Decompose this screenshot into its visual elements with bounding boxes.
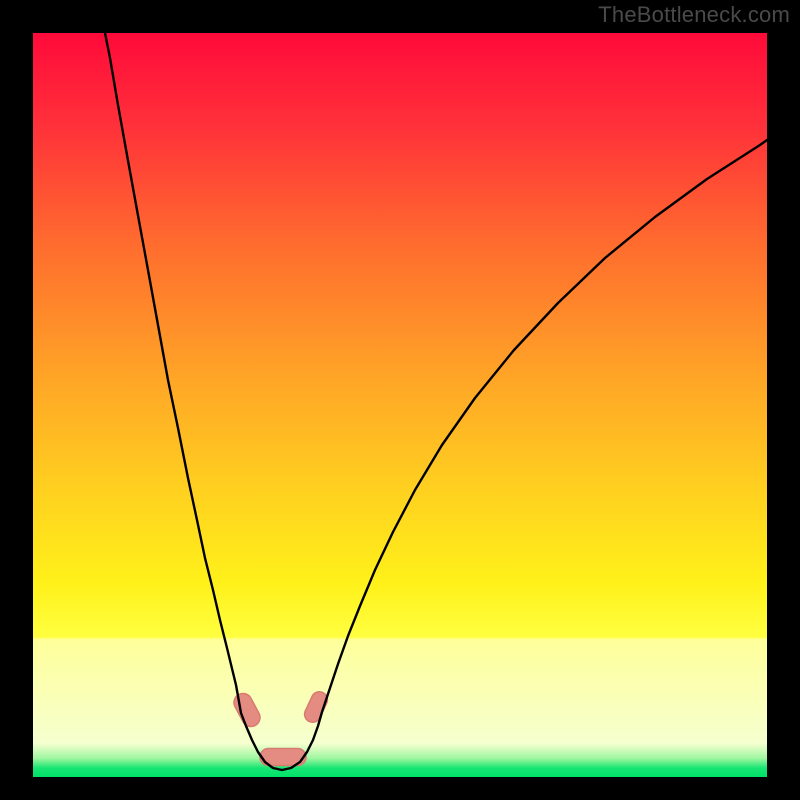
valley-marker	[231, 690, 263, 729]
valley-marker	[302, 689, 330, 725]
plot-area	[33, 33, 767, 777]
watermark-label: TheBottleneck.com	[598, 2, 790, 28]
v-curve-path	[105, 33, 767, 770]
chart-frame: TheBottleneck.com	[0, 0, 800, 800]
bottleneck-curve	[33, 33, 767, 777]
